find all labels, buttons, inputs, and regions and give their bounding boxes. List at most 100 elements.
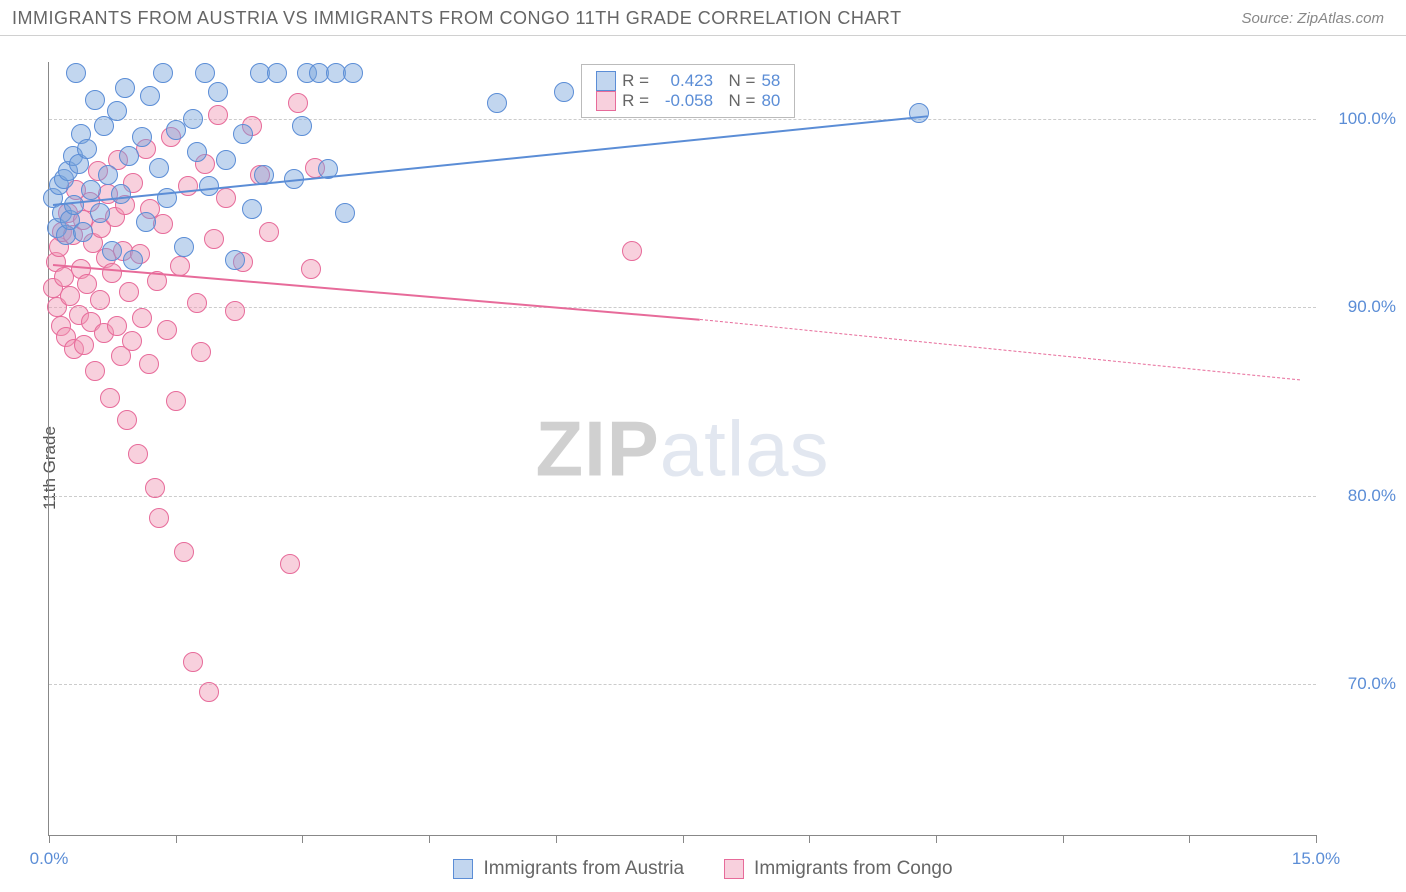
legend-row: R = 0.423 N = 58 <box>596 71 780 91</box>
bottom-legend: Immigrants from Austria Immigrants from C… <box>0 858 1406 880</box>
series-name: Immigrants from Austria <box>483 858 684 880</box>
data-point <box>119 146 139 166</box>
x-tick <box>302 835 303 843</box>
data-point <box>77 139 97 159</box>
data-point <box>233 124 253 144</box>
data-point <box>139 354 159 374</box>
data-point <box>301 259 321 279</box>
title-bar: IMMIGRANTS FROM AUSTRIA VS IMMIGRANTS FR… <box>0 0 1406 36</box>
legend-r-label: R = <box>622 91 649 111</box>
x-tick <box>556 835 557 843</box>
legend-swatch <box>453 859 473 879</box>
data-point <box>267 63 287 83</box>
y-tick-label: 80.0% <box>1326 486 1396 506</box>
data-point <box>153 214 173 234</box>
data-point <box>74 335 94 355</box>
data-point <box>225 301 245 321</box>
data-point <box>64 195 84 215</box>
data-point <box>174 542 194 562</box>
x-tick <box>1189 835 1190 843</box>
data-point <box>111 184 131 204</box>
x-tick <box>176 835 177 843</box>
legend-n-value: 80 <box>761 91 780 111</box>
data-point <box>288 93 308 113</box>
gridline <box>49 684 1316 685</box>
data-point <box>90 203 110 223</box>
data-point <box>132 127 152 147</box>
legend-r-value: -0.058 <box>655 91 713 111</box>
data-point <box>335 203 355 223</box>
data-point <box>149 508 169 528</box>
data-point <box>191 342 211 362</box>
data-point <box>178 176 198 196</box>
data-point <box>66 63 86 83</box>
x-tick <box>809 835 810 843</box>
legend-n-label: N = <box>719 91 755 111</box>
legend-n-value: 58 <box>761 71 780 91</box>
data-point <box>225 250 245 270</box>
data-point <box>140 86 160 106</box>
data-point <box>622 241 642 261</box>
data-point <box>208 82 228 102</box>
chart-area: 11th Grade ZIPatlas 70.0%80.0%90.0%100.0… <box>0 44 1406 892</box>
data-point <box>909 103 929 123</box>
data-point <box>145 478 165 498</box>
data-point <box>149 158 169 178</box>
data-point <box>259 222 279 242</box>
gridline <box>49 496 1316 497</box>
series-name: Immigrants from Congo <box>754 858 953 880</box>
data-point <box>102 241 122 261</box>
x-tick <box>429 835 430 843</box>
data-point <box>132 308 152 328</box>
data-point <box>107 101 127 121</box>
data-point <box>73 222 93 242</box>
x-tick <box>936 835 937 843</box>
y-tick-label: 70.0% <box>1326 674 1396 694</box>
data-point <box>136 212 156 232</box>
x-tick <box>1063 835 1064 843</box>
data-point <box>216 188 236 208</box>
data-point <box>85 90 105 110</box>
data-point <box>187 293 207 313</box>
data-point <box>216 150 236 170</box>
legend-n-label: N = <box>719 71 755 91</box>
data-point <box>119 282 139 302</box>
data-point <box>242 199 262 219</box>
legend-swatch <box>596 71 616 91</box>
data-point <box>195 63 215 83</box>
legend-swatch <box>724 859 744 879</box>
legend-swatch <box>596 91 616 111</box>
data-point <box>292 116 312 136</box>
data-point <box>81 180 101 200</box>
trend-line <box>700 319 1300 380</box>
data-point <box>487 93 507 113</box>
correlation-legend: R = 0.423 N = 58 R = -0.058 N = 80 <box>581 64 795 118</box>
data-point <box>280 554 300 574</box>
data-point <box>208 105 228 125</box>
data-point <box>157 320 177 340</box>
data-point <box>107 316 127 336</box>
x-tick <box>49 835 50 843</box>
data-point <box>90 290 110 310</box>
data-point <box>199 682 219 702</box>
data-point <box>100 388 120 408</box>
plot-region: ZIPatlas 70.0%80.0%90.0%100.0%0.0%15.0%R… <box>48 62 1316 836</box>
source-label: Source: ZipAtlas.com <box>1241 10 1384 27</box>
x-tick <box>683 835 684 843</box>
data-point <box>174 237 194 257</box>
legend-r-label: R = <box>622 71 649 91</box>
data-point <box>153 63 173 83</box>
data-point <box>343 63 363 83</box>
legend-r-value: 0.423 <box>655 71 713 91</box>
data-point <box>170 256 190 276</box>
data-point <box>554 82 574 102</box>
data-point <box>102 263 122 283</box>
data-point <box>183 109 203 129</box>
data-point <box>98 165 118 185</box>
data-point <box>85 361 105 381</box>
chart-title: IMMIGRANTS FROM AUSTRIA VS IMMIGRANTS FR… <box>12 8 902 29</box>
data-point <box>115 78 135 98</box>
data-point <box>117 410 137 430</box>
series-legend-item: Immigrants from Austria <box>453 858 684 880</box>
data-point <box>183 652 203 672</box>
